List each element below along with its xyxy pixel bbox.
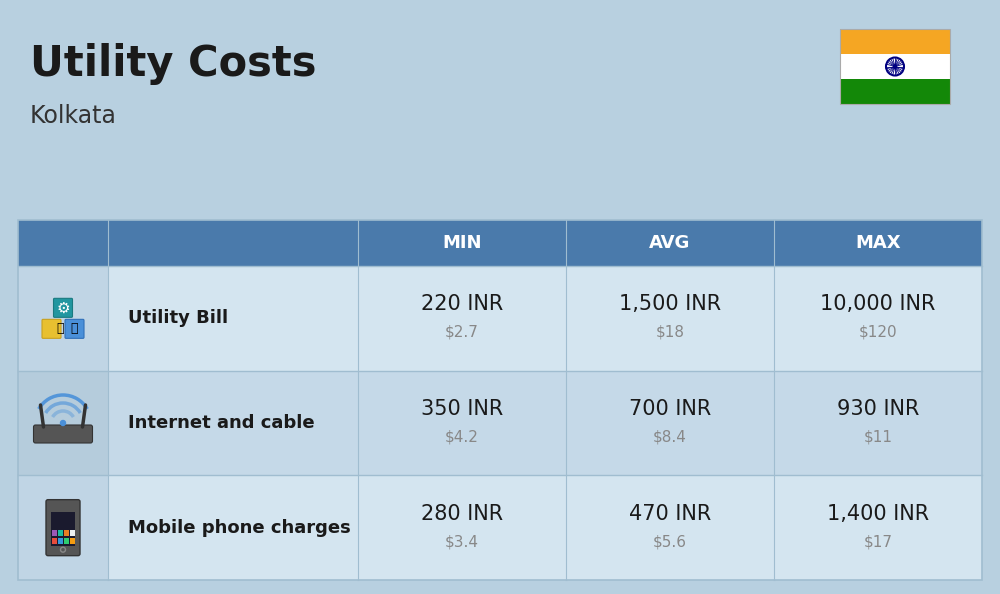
Text: $120: $120 (859, 325, 897, 340)
Bar (774, 266, 982, 371)
Text: 1,500 INR: 1,500 INR (619, 295, 721, 314)
Bar (108, 475, 358, 580)
Bar (566, 475, 774, 580)
Bar (18, 475, 108, 580)
Text: 700 INR: 700 INR (629, 399, 711, 419)
Text: Internet and cable: Internet and cable (128, 414, 315, 432)
Bar (52, 530, 57, 536)
FancyBboxPatch shape (42, 320, 61, 339)
Bar (774, 475, 982, 580)
Bar (840, 29, 950, 54)
Text: 🔌: 🔌 (56, 323, 64, 336)
Text: 220 INR: 220 INR (421, 295, 503, 314)
Bar (358, 266, 566, 371)
Text: $5.6: $5.6 (653, 534, 687, 549)
Bar (108, 266, 358, 371)
Bar (108, 220, 358, 266)
Text: MIN: MIN (442, 234, 482, 252)
Bar (64, 538, 69, 544)
Text: 280 INR: 280 INR (421, 504, 503, 524)
Text: Mobile phone charges: Mobile phone charges (128, 519, 351, 536)
Text: 💧: 💧 (71, 323, 78, 336)
Circle shape (60, 421, 66, 425)
Text: $17: $17 (864, 534, 893, 549)
Text: $8.4: $8.4 (653, 429, 687, 444)
Circle shape (894, 65, 896, 68)
Bar (108, 371, 358, 475)
Bar (840, 54, 950, 79)
Bar (840, 29, 950, 104)
Bar (52, 538, 57, 544)
Bar (566, 266, 774, 371)
Bar (774, 371, 982, 475)
Text: $11: $11 (864, 429, 893, 444)
FancyBboxPatch shape (65, 320, 84, 339)
FancyBboxPatch shape (54, 298, 72, 317)
Bar (358, 220, 566, 266)
Text: Utility Bill: Utility Bill (128, 309, 228, 327)
FancyBboxPatch shape (46, 500, 80, 555)
Bar (18, 266, 108, 371)
Text: 350 INR: 350 INR (421, 399, 503, 419)
Bar (566, 371, 774, 475)
Bar (70, 530, 75, 536)
Bar (18, 371, 108, 475)
Bar (51, 511, 75, 546)
Bar (566, 220, 774, 266)
Text: $4.2: $4.2 (445, 429, 479, 444)
Bar (358, 371, 566, 475)
Text: 10,000 INR: 10,000 INR (820, 295, 936, 314)
Bar (70, 538, 75, 544)
Text: 930 INR: 930 INR (837, 399, 919, 419)
Text: Utility Costs: Utility Costs (30, 43, 316, 85)
Text: 470 INR: 470 INR (629, 504, 711, 524)
Bar (64, 530, 69, 536)
Text: ⚙: ⚙ (56, 301, 70, 315)
Bar (18, 220, 982, 580)
Text: $3.4: $3.4 (445, 534, 479, 549)
Text: $2.7: $2.7 (445, 325, 479, 340)
Text: Kolkata: Kolkata (30, 104, 117, 128)
Bar (774, 220, 982, 266)
Bar (18, 220, 108, 266)
Text: 1,400 INR: 1,400 INR (827, 504, 929, 524)
Bar (58, 538, 63, 544)
Text: MAX: MAX (855, 234, 901, 252)
FancyBboxPatch shape (34, 425, 92, 443)
Bar (840, 79, 950, 104)
Bar (58, 530, 63, 536)
Text: AVG: AVG (649, 234, 691, 252)
Text: $18: $18 (656, 325, 684, 340)
Bar (358, 475, 566, 580)
